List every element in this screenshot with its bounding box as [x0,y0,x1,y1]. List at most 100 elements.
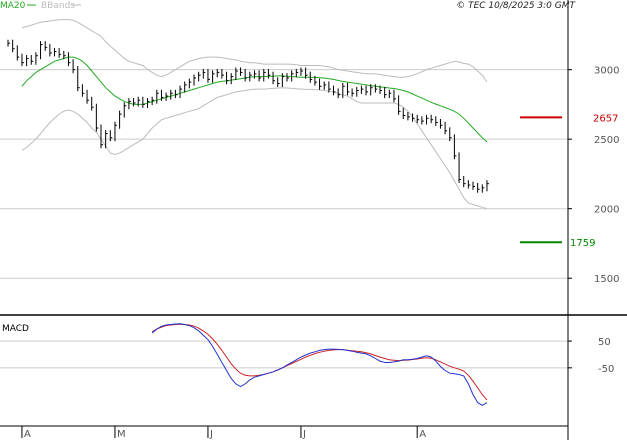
price-bar [370,84,373,96]
price-bar [412,113,415,122]
price-bar [444,121,448,135]
price-bar [384,87,387,99]
price-bar [35,52,38,65]
price-bar [184,81,187,93]
price-bar [267,68,271,79]
price-bar [328,81,331,93]
price-bar [77,66,80,92]
price-bar [351,88,355,97]
price-levels: 2657 1759 [520,113,618,249]
price-bar [188,78,192,89]
price-bar [426,114,429,125]
x-tick-label: J [302,429,306,440]
price-bar [100,124,103,149]
price-bar [63,50,66,60]
price-bar [40,41,43,60]
price-bar [258,70,262,82]
price-bar [249,71,252,82]
price-bar [360,85,364,94]
price-bar [286,73,289,82]
price-bar [453,134,457,160]
price-bar [202,68,206,79]
bbands-upper-line [21,19,488,83]
x-tick-label: A [419,429,426,440]
price-bar [114,121,117,142]
price-bar [128,98,131,110]
price-bar [165,92,169,101]
price-bar [133,98,136,107]
price-bar [439,118,443,129]
price-bar [67,52,71,67]
x-tick-label: A [24,429,31,440]
price-ytick-label: 2500 [594,135,619,146]
legend-bbands-label: BBands [41,1,75,11]
price-bar [198,71,201,82]
price-ytick-label: 2000 [594,205,619,216]
price-bar [170,89,173,100]
price-ytick-label: 1500 [594,274,619,285]
price-bar [156,89,159,104]
price-bar [123,102,127,118]
price-bar [21,53,24,67]
x-tick-label: J [209,429,213,440]
price-bar [430,114,434,124]
price-bar [12,39,15,53]
price-bar [398,95,401,115]
copyright-text: © TEC 10/8/2025 3:0 GMT [456,1,576,11]
price-bar [421,116,424,125]
price-bar [472,181,475,190]
price-bar [44,41,48,51]
price-bar [81,84,85,97]
price-bar [119,110,122,129]
price-bar [481,184,485,193]
price-bar [374,84,378,93]
price-bar [193,74,196,86]
price-bar [416,114,420,124]
macd-panel-label: MACD [2,324,29,334]
price-bar [281,73,285,88]
macd-ytick-label: 50 [598,337,611,348]
price-bar [212,70,215,83]
price-bar [356,87,359,97]
price-bar [235,67,238,81]
price-bar [151,96,155,106]
price-bar [393,89,396,103]
price-bar [240,67,243,76]
price-bar [314,75,317,86]
price-bar [337,88,341,99]
price-bar [109,130,113,142]
price-bar [346,82,350,96]
price-bar [277,77,280,88]
macd-lines [151,323,488,406]
legend: MA20 BBands [0,1,81,11]
price-bar [365,85,369,96]
price-bar [7,39,10,47]
price-bar [272,71,276,85]
price-bar [458,152,462,183]
price-bar [95,103,99,132]
price-bar [221,68,224,79]
macd-main-line [151,323,488,406]
price-bar [137,96,141,107]
macd-grid [0,340,568,369]
price-ytick-label: 3000 [594,66,619,77]
price-bar [244,68,248,82]
price-bar [147,98,150,108]
macd-signal-line [151,323,488,401]
price-bar [477,182,480,193]
price-bar [105,130,108,149]
legend-ma20-label: MA20 [0,1,26,11]
bbands-lower-line [21,87,488,210]
price-bar [323,81,327,90]
price-grid [0,69,568,279]
level-label-1759: 1759 [570,238,595,249]
bollinger-bands [21,19,488,210]
price-bar [388,89,392,99]
price-bar [291,70,294,82]
price-bar [333,85,336,96]
price-bar [342,82,345,99]
price-bar [49,43,52,57]
